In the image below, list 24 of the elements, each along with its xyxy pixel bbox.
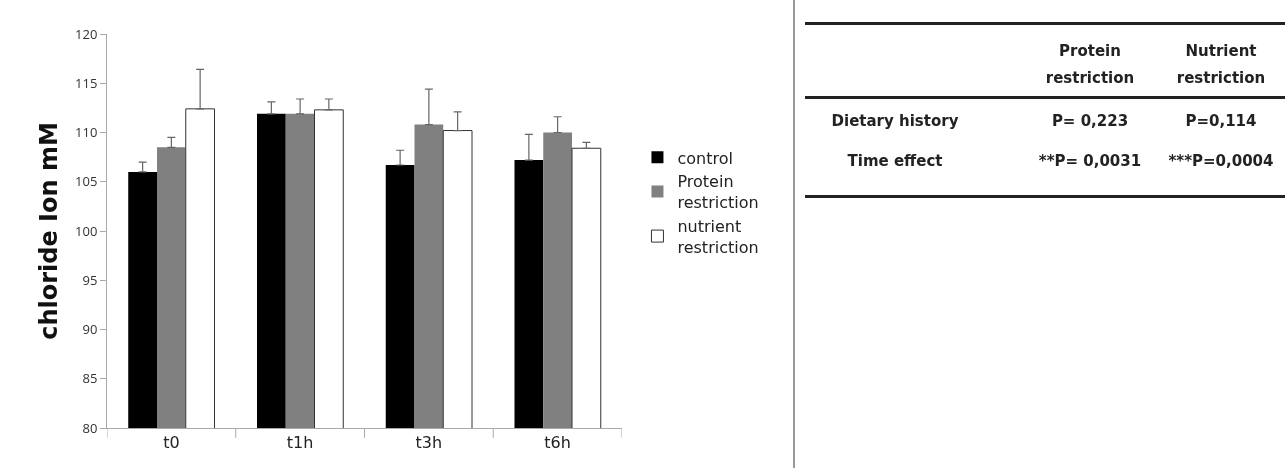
text: Nutrient restriction [1175,41,1267,89]
text: P=0,114 [1184,111,1258,132]
text: **P= 0,0031 [1037,151,1143,172]
x-tick-label: t0 [163,433,180,453]
y-tick-label: 85 [82,369,98,388]
text: Dietary history [830,111,960,132]
x-tick-label: t1h [286,433,314,453]
y-tick-label: 100 [75,221,98,240]
y-tick-label: 105 [75,172,98,191]
y-tick-label: 90 [82,320,98,339]
text: Protein restriction [1044,41,1136,89]
y-tick-label: 95 [82,270,98,289]
y-tick-label: 110 [75,123,98,142]
text: P= 0,223 [1050,111,1130,132]
y-tick-label: 80 [82,418,98,437]
legend-label: control [677,148,733,168]
x-tick-label: t3h [415,433,443,453]
y-tick-label: 115 [75,73,98,92]
legend-label: nutrient restriction [677,216,759,257]
text: ***P=0,0004 [1167,151,1275,172]
x-tick-label: t6h [544,433,571,453]
text: Time effect [846,151,944,172]
y-tick-label: 120 [75,24,98,43]
y-axis-title: chloride Ion mM [35,122,64,340]
